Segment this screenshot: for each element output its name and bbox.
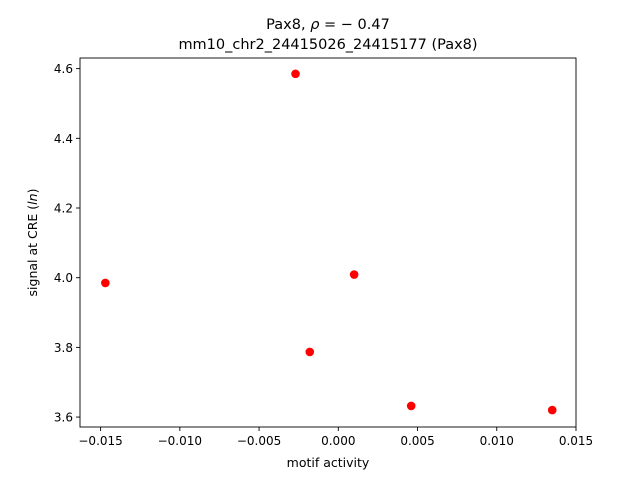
x-tick-label: −0.015: [78, 434, 122, 448]
data-points: [101, 69, 557, 415]
y-tick-label: 3.8: [54, 341, 73, 355]
x-tick-label: −0.005: [237, 434, 281, 448]
y-axis-label-suffix: ): [25, 189, 40, 194]
title-prefix: Pax8,: [266, 17, 310, 33]
y-tick-label: 3.6: [54, 411, 73, 425]
data-point: [101, 278, 110, 288]
x-tick-label: −0.010: [158, 434, 202, 448]
data-point: [305, 347, 315, 357]
y-tick-label: 4.4: [54, 132, 73, 146]
y-axis-label: signal at CRE (ln): [25, 189, 40, 297]
x-axis-label: motif activity: [287, 455, 370, 470]
y-axis-label-prefix: signal at CRE (: [25, 205, 40, 297]
data-point: [349, 270, 359, 279]
chart-title-line2: mm10_chr2_24415026_24415177 (Pax8): [178, 37, 477, 53]
chart-title-line1: Pax8, ρ = − 0.47: [266, 17, 390, 33]
data-point: [547, 405, 557, 415]
x-axis: −0.015 −0.010 −0.005 0.000 0.005 0.010 0.015: [78, 427, 593, 448]
y-tick-label: 4.6: [54, 62, 73, 76]
plot-frame: [79, 57, 577, 428]
y-axis-label-italic: ln: [25, 193, 40, 204]
y-tick-label: 4.0: [54, 271, 73, 285]
title-rho-value: = − 0.47: [319, 17, 389, 33]
y-tick-label: 4.2: [54, 202, 73, 216]
x-tick-label: 0.000: [321, 434, 355, 448]
x-tick-label: 0.015: [559, 434, 593, 448]
data-point: [406, 401, 416, 411]
title-rho-symbol: ρ: [310, 17, 320, 33]
y-axis: 3.6 3.8 4.0 4.2 4.4 4.6: [54, 62, 80, 425]
data-point: [291, 69, 300, 79]
x-tick-label: 0.010: [480, 434, 514, 448]
x-tick-label: 0.005: [400, 434, 434, 448]
